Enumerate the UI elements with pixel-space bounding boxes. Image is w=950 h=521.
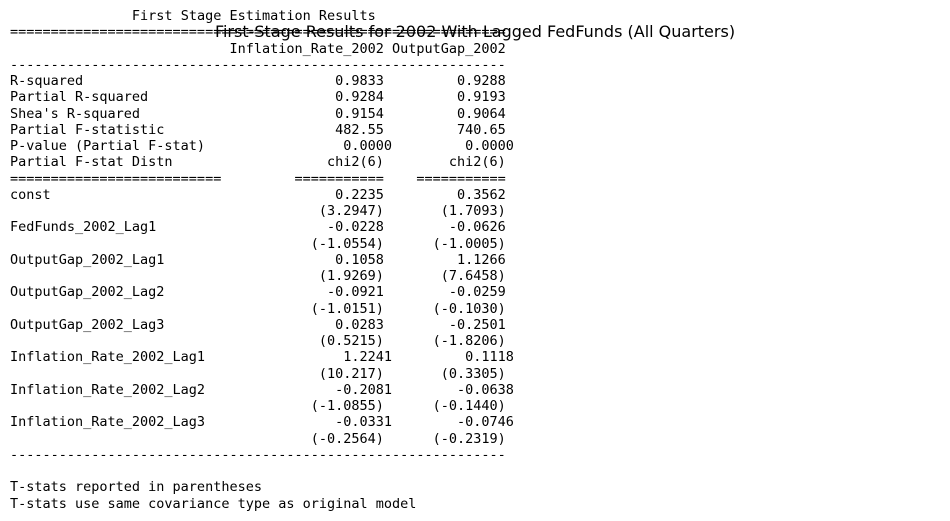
- table-cell: 1.2241: [205, 349, 393, 366]
- table-cell: (-1.0855): [196, 398, 384, 414]
- table-cell: (-1.0005): [383, 235, 506, 252]
- table-cell: -0.0746: [392, 414, 514, 431]
- table-cell: (-1.0151): [196, 300, 384, 317]
- table-cell: (-0.1030): [383, 300, 506, 317]
- table-cell: (3.2947): [196, 203, 384, 219]
- table-cell: -0.2501: [383, 316, 506, 333]
- table-cell: chi2(6): [383, 154, 506, 171]
- row-label: OutputGap_2002_Lag2: [10, 284, 197, 301]
- row-label: OutputGap_2002_Lag1: [10, 251, 197, 268]
- table-cell: 0.0283: [196, 316, 384, 333]
- table-cell: -0.0259: [383, 284, 506, 301]
- table-cell: (-0.1440): [383, 398, 506, 414]
- table-cell: (1.7093): [383, 203, 506, 219]
- table-cell: (0.5215): [196, 333, 384, 349]
- table-cell: (7.6458): [383, 268, 506, 284]
- row-label: Inflation_Rate_2002_Lag3: [10, 414, 206, 431]
- table-cell: 0.9833: [196, 73, 384, 89]
- diagnostic-row: P-value (Partial F-stat) 0.0000 0.0000: [10, 138, 514, 154]
- table-cell: 0.9288: [383, 73, 506, 89]
- table-cell: -0.0626: [383, 219, 506, 236]
- table-cell: 0.2235: [196, 186, 384, 203]
- tstat-row: (-0.2564) (-0.2319): [10, 431, 514, 447]
- row-label: Partial F-statistic: [10, 121, 197, 138]
- table-cell: -0.0638: [392, 381, 514, 398]
- table-cell: (10.217): [196, 365, 384, 382]
- figure-title: First-Stage Results for 2002 With Lagged…: [214, 22, 736, 41]
- tstat-row: (-1.0554) (-1.0005): [10, 236, 514, 252]
- table-cell: 0.3562: [383, 186, 506, 203]
- table-cell: 0.1118: [392, 349, 514, 366]
- coefficient-row: const 0.2235 0.3562: [10, 187, 514, 203]
- row-label: const: [10, 186, 197, 203]
- column-header-row: Inflation_Rate_2002 OutputGap_2002: [10, 41, 514, 57]
- row-label: Inflation_Rate_2002_Lag1: [10, 349, 206, 366]
- row-label: Partial R-squared: [10, 89, 197, 106]
- coefficient-row: OutputGap_2002_Lag3 0.0283 -0.2501: [10, 317, 514, 333]
- note-row: T-stats reported in parentheses: [10, 479, 514, 495]
- diagnostic-row: Shea's R-squared 0.9154 0.9064: [10, 106, 514, 122]
- table-cell: (0.3305): [383, 365, 506, 382]
- diagnostic-row: Partial F-statistic 482.55 740.65: [10, 122, 514, 138]
- table-cell: 0.9193: [383, 89, 506, 106]
- table-cell: 0.9064: [383, 105, 506, 122]
- note-row: T-stats use same covariance type as orig…: [10, 496, 514, 512]
- table-cell: 482.55: [196, 121, 384, 138]
- blank-line: [10, 463, 514, 479]
- tstat-row: (10.217) (0.3305): [10, 366, 514, 382]
- diagnostic-row: Partial F-stat Distn chi2(6) chi2(6): [10, 154, 514, 170]
- table-cell: 0.9284: [196, 89, 384, 106]
- tstat-row: (3.2947) (1.7093): [10, 203, 514, 219]
- row-label: Shea's R-squared: [10, 105, 197, 122]
- table-cell: 0.1058: [196, 251, 384, 268]
- tstat-row: (-1.0855) (-0.1440): [10, 398, 514, 414]
- row-label: Partial F-stat Distn: [10, 154, 197, 171]
- table-heading-row: First Stage Estimation Results: [10, 8, 514, 24]
- tstat-row: (1.9269) (7.6458): [10, 268, 514, 284]
- rule-double-sections: ========================== =========== =…: [10, 170, 506, 187]
- tstat-row: (-1.0151) (-0.1030): [10, 301, 514, 317]
- table-cell: 740.65: [383, 121, 506, 138]
- table-cell: (-1.8206): [383, 333, 506, 349]
- table-cell: 1.1266: [383, 251, 506, 268]
- table-cell: -0.2081: [205, 381, 393, 398]
- table-cell: (-0.2564): [196, 430, 384, 447]
- table-cell: 0.0000: [205, 138, 393, 154]
- coefficient-row: OutputGap_2002_Lag1 0.1058 1.1266: [10, 252, 514, 268]
- rule-single: ----------------------------------------…: [10, 56, 506, 73]
- first-stage-results-table: First Stage Estimation Results ==========…: [10, 8, 514, 512]
- table-cell: -0.0921: [196, 284, 384, 301]
- row-label: Inflation_Rate_2002_Lag2: [10, 381, 206, 398]
- table-note: T-stats reported in parentheses: [10, 479, 262, 496]
- tstat-row: (0.5215) (-1.8206): [10, 333, 514, 349]
- row-label: FedFunds_2002_Lag1: [10, 219, 197, 236]
- table-cell: 0.9154: [196, 105, 384, 122]
- column-header: OutputGap_2002: [392, 40, 506, 57]
- table-cell: (1.9269): [196, 268, 384, 284]
- table-cell: -0.0228: [196, 219, 384, 236]
- diagnostic-row: Partial R-squared 0.9284 0.9193: [10, 89, 514, 105]
- rule-single: ----------------------------------------…: [10, 446, 506, 463]
- column-header: Inflation_Rate_2002: [196, 40, 384, 57]
- row-label: P-value (Partial F-stat): [10, 138, 206, 154]
- rule-double: ========================================…: [10, 24, 506, 41]
- coefficient-row: OutputGap_2002_Lag2 -0.0921 -0.0259: [10, 284, 514, 300]
- table-cell: (-1.0554): [196, 235, 384, 252]
- table-cell: 0.0000: [392, 138, 514, 154]
- coefficient-row: Inflation_Rate_2002_Lag3 -0.0331 -0.0746: [10, 414, 514, 430]
- table-heading: First Stage Estimation Results: [131, 8, 376, 24]
- table-cell: (-0.2319): [383, 430, 506, 447]
- diagnostic-row: R-squared 0.9833 0.9288: [10, 73, 514, 89]
- coefficient-row: FedFunds_2002_Lag1 -0.0228 -0.0626: [10, 219, 514, 235]
- row-label: OutputGap_2002_Lag3: [10, 316, 197, 333]
- row-label: R-squared: [10, 73, 197, 89]
- coefficient-row: Inflation_Rate_2002_Lag1 1.2241 0.1118: [10, 349, 514, 365]
- table-cell: -0.0331: [205, 414, 393, 431]
- table-note: T-stats use same covariance type as orig…: [10, 495, 417, 512]
- coefficient-row: Inflation_Rate_2002_Lag2 -0.2081 -0.0638: [10, 382, 514, 398]
- table-cell: chi2(6): [196, 154, 384, 171]
